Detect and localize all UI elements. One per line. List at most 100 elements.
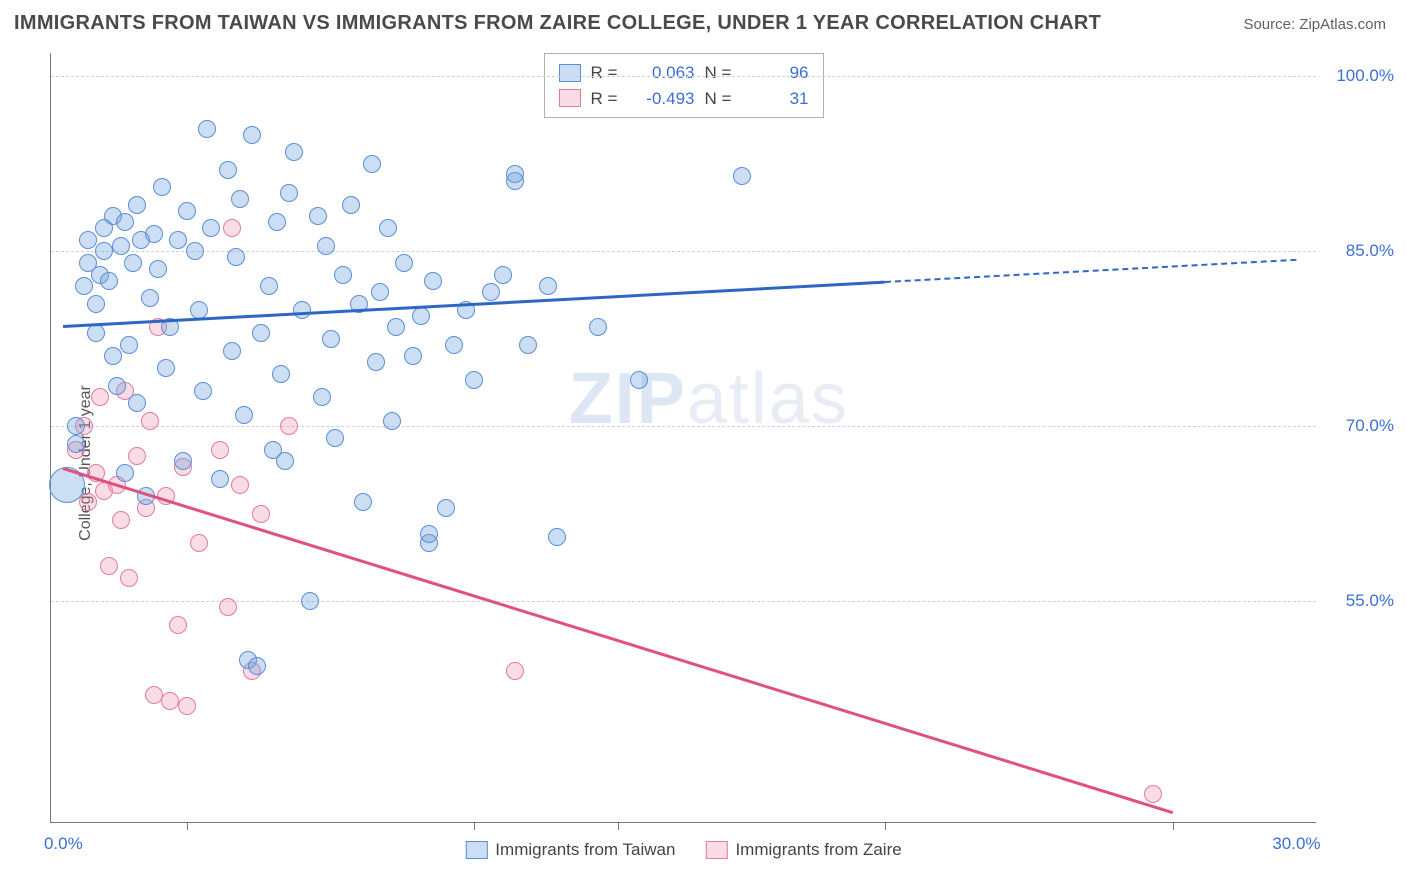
data-point-taiwan bbox=[383, 412, 401, 430]
data-point-taiwan bbox=[465, 371, 483, 389]
trend-line-zaire bbox=[63, 467, 1174, 814]
data-point-taiwan bbox=[104, 347, 122, 365]
data-point-taiwan bbox=[186, 242, 204, 260]
data-point-taiwan bbox=[482, 283, 500, 301]
data-point-taiwan bbox=[153, 178, 171, 196]
data-point-taiwan bbox=[354, 493, 372, 511]
data-point-taiwan bbox=[202, 219, 220, 237]
data-point-taiwan bbox=[260, 277, 278, 295]
legend-series: Immigrants from Taiwan Immigrants from Z… bbox=[465, 840, 901, 860]
data-point-taiwan bbox=[194, 382, 212, 400]
data-point-taiwan bbox=[371, 283, 389, 301]
data-point-taiwan bbox=[506, 165, 524, 183]
data-point-taiwan bbox=[363, 155, 381, 173]
data-point-zaire bbox=[223, 219, 241, 237]
data-point-taiwan bbox=[379, 219, 397, 237]
data-point-taiwan bbox=[95, 242, 113, 260]
data-point-taiwan bbox=[116, 213, 134, 231]
data-point-taiwan bbox=[219, 161, 237, 179]
data-point-taiwan bbox=[223, 342, 241, 360]
data-point-taiwan bbox=[79, 231, 97, 249]
data-point-zaire bbox=[1144, 785, 1162, 803]
data-point-taiwan bbox=[128, 394, 146, 412]
data-point-taiwan bbox=[87, 324, 105, 342]
legend-item-zaire: Immigrants from Zaire bbox=[705, 840, 901, 860]
data-point-taiwan bbox=[198, 120, 216, 138]
legend-item-taiwan: Immigrants from Taiwan bbox=[465, 840, 675, 860]
taiwan-n-value: 96 bbox=[749, 60, 809, 86]
data-point-taiwan bbox=[178, 202, 196, 220]
data-point-taiwan bbox=[387, 318, 405, 336]
data-point-zaire bbox=[112, 511, 130, 529]
data-point-zaire bbox=[169, 616, 187, 634]
gridline bbox=[51, 76, 1316, 77]
gridline bbox=[51, 601, 1316, 602]
data-point-taiwan bbox=[395, 254, 413, 272]
data-point-zaire bbox=[280, 417, 298, 435]
x-tick bbox=[618, 822, 619, 830]
data-point-taiwan bbox=[293, 301, 311, 319]
data-point-zaire bbox=[231, 476, 249, 494]
data-point-taiwan bbox=[301, 592, 319, 610]
data-point-taiwan bbox=[630, 371, 648, 389]
data-point-taiwan bbox=[169, 231, 187, 249]
x-tick bbox=[1173, 822, 1174, 830]
data-point-zaire bbox=[145, 686, 163, 704]
data-point-taiwan bbox=[100, 272, 118, 290]
data-point-taiwan bbox=[445, 336, 463, 354]
swatch-taiwan-icon bbox=[465, 841, 487, 859]
data-point-taiwan bbox=[67, 417, 85, 435]
chart-title: IMMIGRANTS FROM TAIWAN VS IMMIGRANTS FRO… bbox=[14, 12, 1101, 35]
data-point-taiwan bbox=[548, 528, 566, 546]
data-point-taiwan bbox=[149, 260, 167, 278]
data-point-taiwan bbox=[285, 143, 303, 161]
data-point-zaire bbox=[161, 692, 179, 710]
data-point-taiwan bbox=[437, 499, 455, 517]
trend-line-taiwan bbox=[63, 280, 885, 327]
data-point-taiwan bbox=[589, 318, 607, 336]
y-tick-label: 85.0% bbox=[1324, 241, 1394, 261]
data-point-taiwan bbox=[424, 272, 442, 290]
x-tick-label: 30.0% bbox=[1272, 834, 1320, 854]
data-point-taiwan bbox=[420, 525, 438, 543]
swatch-zaire bbox=[559, 89, 581, 107]
data-point-taiwan bbox=[141, 289, 159, 307]
data-point-zaire bbox=[219, 598, 237, 616]
data-point-taiwan bbox=[248, 657, 266, 675]
data-point-taiwan bbox=[211, 470, 229, 488]
data-point-taiwan bbox=[120, 336, 138, 354]
data-point-taiwan bbox=[309, 207, 327, 225]
data-point-taiwan bbox=[367, 353, 385, 371]
data-point-taiwan bbox=[404, 347, 422, 365]
data-point-taiwan bbox=[108, 377, 126, 395]
data-point-taiwan bbox=[87, 295, 105, 313]
swatch-zaire-icon bbox=[705, 841, 727, 859]
data-point-taiwan bbox=[519, 336, 537, 354]
x-tick bbox=[885, 822, 886, 830]
plot-area: ZIPatlas R = 0.063 N = 96 R = -0.493 N =… bbox=[50, 53, 1316, 823]
source-label: Source: ZipAtlas.com bbox=[1243, 16, 1386, 33]
data-point-taiwan bbox=[252, 324, 270, 342]
data-point-taiwan bbox=[334, 266, 352, 284]
y-tick-label: 55.0% bbox=[1324, 591, 1394, 611]
data-point-taiwan bbox=[75, 277, 93, 295]
data-point-zaire bbox=[506, 662, 524, 680]
zaire-n-value: 31 bbox=[749, 86, 809, 112]
data-point-taiwan bbox=[412, 307, 430, 325]
legend-row-taiwan: R = 0.063 N = 96 bbox=[559, 60, 809, 86]
chart-container: College, Under 1 year ZIPatlas R = 0.063… bbox=[0, 43, 1406, 883]
trend-line-taiwan-ext bbox=[885, 258, 1296, 282]
x-tick bbox=[187, 822, 188, 830]
data-point-zaire bbox=[100, 557, 118, 575]
data-point-taiwan bbox=[124, 254, 142, 272]
x-tick bbox=[474, 822, 475, 830]
data-point-taiwan bbox=[157, 359, 175, 377]
data-point-zaire bbox=[120, 569, 138, 587]
data-point-taiwan bbox=[280, 184, 298, 202]
data-point-zaire bbox=[128, 447, 146, 465]
data-point-zaire bbox=[79, 493, 97, 511]
data-point-zaire bbox=[141, 412, 159, 430]
y-tick-label: 70.0% bbox=[1324, 416, 1394, 436]
data-point-taiwan bbox=[494, 266, 512, 284]
data-point-taiwan bbox=[313, 388, 331, 406]
